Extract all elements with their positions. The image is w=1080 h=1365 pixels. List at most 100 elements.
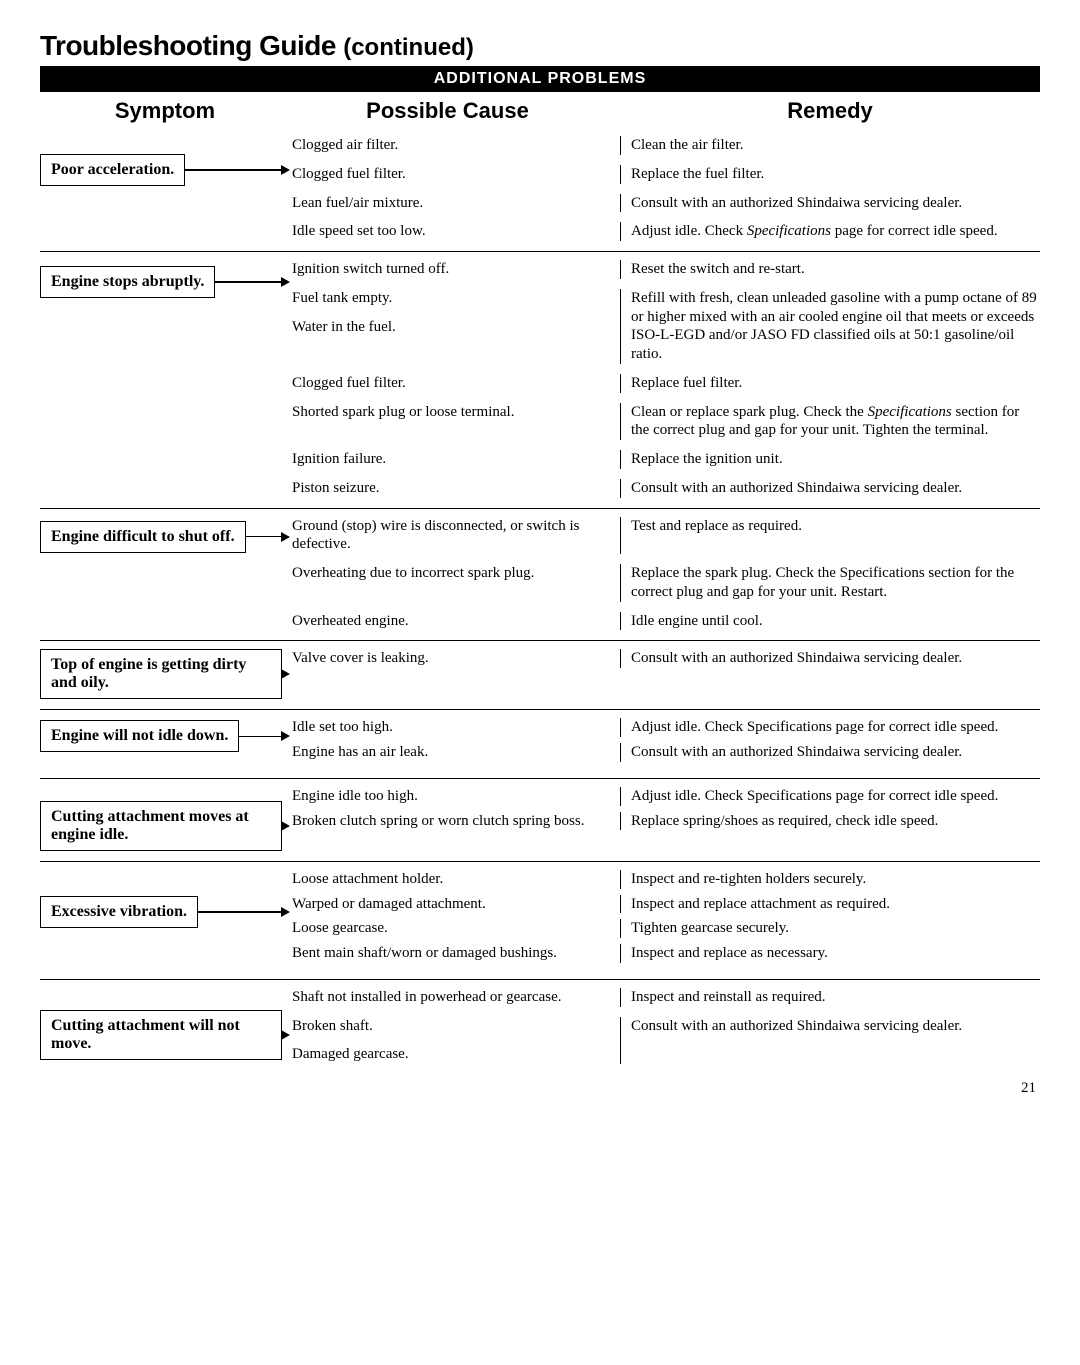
section-banner: ADDITIONAL PROBLEMS [40, 66, 1040, 92]
symptom-wrap: Engine stops abruptly. [40, 260, 290, 498]
table-header: Symptom Possible Cause Remedy [40, 98, 1040, 124]
remedy-cell: Inspect and reinstall as required. [620, 988, 1040, 1007]
cause-cell: Shorted spark plug or loose terminal. [290, 403, 620, 441]
remedy-cell: Idle engine until cool. [620, 612, 1040, 631]
remedy-cell: Consult with an authorized Shindaiwa ser… [620, 194, 1040, 213]
cause-cell: Lean fuel/air mixture. [290, 194, 620, 213]
symptom-wrap: Engine difficult to shut off. [40, 517, 290, 631]
remedy-cell: Tighten gearcase securely. [620, 919, 1040, 938]
cause-cell: Overheated engine. [290, 612, 620, 631]
remedy-cell: Replace the ignition unit. [620, 450, 1040, 469]
remedy-cell: Replace the spark plug. Check the Specif… [620, 564, 1040, 602]
remedy-cell: Inspect and re-tighten holders securely. [620, 870, 1040, 889]
page-title: Troubleshooting Guide (continued) [40, 30, 1040, 62]
symptom-wrap: Cutting attachment moves at engine idle. [40, 787, 290, 851]
section: Engine will not idle down. Idle set too h… [40, 710, 1040, 779]
pairs-column: Idle set too high.Adjust idle. Check Spe… [290, 718, 1040, 768]
arrow-connector [197, 907, 290, 917]
cause-remedy-row: Fuel tank empty.Water in the fuel.Refill… [290, 289, 1040, 364]
arrow-connector [281, 821, 290, 831]
pairs-column: Valve cover is leaking.Consult with an a… [290, 649, 1040, 699]
cause-remedy-row: Idle set too high.Adjust idle. Check Spe… [290, 718, 1040, 737]
remedy-cell: Replace the fuel filter. [620, 165, 1040, 184]
cause-cell: Loose attachment holder. [290, 870, 620, 889]
cause-remedy-row: Clogged fuel filter.Replace the fuel fil… [290, 165, 1040, 184]
remedy-cell: Clean or replace spark plug. Check the S… [620, 403, 1040, 441]
symptom-box: Top of engine is getting dirty and oily. [40, 649, 282, 699]
section: Poor acceleration. Clogged air filter.Cle… [40, 128, 1040, 252]
cause-remedy-row: Engine has an air leak.Consult with an a… [290, 743, 1040, 762]
cause-cell: Overheating due to incorrect spark plug. [290, 564, 620, 602]
header-symptom: Symptom [40, 98, 290, 124]
arrow-head-icon [281, 669, 290, 679]
pairs-column: Clogged air filter.Clean the air filter.… [290, 136, 1040, 241]
cause-cell: Ignition switch turned off. [290, 260, 620, 279]
cause-cell: Clogged air filter. [290, 136, 620, 155]
symptom-wrap: Top of engine is getting dirty and oily. [40, 649, 290, 699]
title-main: Troubleshooting Guide [40, 30, 336, 61]
pairs-column: Ignition switch turned off.Reset the swi… [290, 260, 1040, 498]
cause-remedy-row: Bent main shaft/worn or damaged bushings… [290, 944, 1040, 963]
pairs-column: Engine idle too high.Adjust idle. Check … [290, 787, 1040, 851]
remedy-cell: Refill with fresh, clean unleaded gasoli… [620, 289, 1040, 364]
pairs-column: Loose attachment holder.Inspect and re-t… [290, 870, 1040, 969]
arrow-connector [214, 277, 290, 287]
cause-remedy-row: Clogged fuel filter.Replace fuel filter. [290, 374, 1040, 393]
cause-remedy-row: Valve cover is leaking.Consult with an a… [290, 649, 1040, 668]
remedy-cell: Replace spring/shoes as required, check … [620, 812, 1040, 831]
section: Cutting attachment will not move. Shaft n… [40, 980, 1040, 1074]
symptom-box: Poor acceleration. [40, 154, 185, 186]
remedy-cell: Adjust idle. Check Specifications page f… [620, 787, 1040, 806]
cause-cell: Piston seizure. [290, 479, 620, 498]
cause-remedy-row: Broken clutch spring or worn clutch spri… [290, 812, 1040, 831]
remedy-cell: Clean the air filter. [620, 136, 1040, 155]
symptom-box: Engine will not idle down. [40, 720, 239, 752]
cause-remedy-row: Piston seizure.Consult with an authorize… [290, 479, 1040, 498]
cause-remedy-row: Loose gearcase.Tighten gearcase securely… [290, 919, 1040, 938]
title-continued: (continued) [343, 34, 474, 61]
symptom-box: Cutting attachment will not move. [40, 1010, 282, 1060]
arrow-connector [184, 165, 290, 175]
cause-cell: Broken clutch spring or worn clutch spri… [290, 812, 620, 831]
cause-remedy-row: Warped or damaged attachment.Inspect and… [290, 895, 1040, 914]
remedy-cell: Consult with an authorized Shindaiwa ser… [620, 1017, 1040, 1065]
cause-remedy-row: Idle speed set too low.Adjust idle. Chec… [290, 222, 1040, 241]
cause-cell: Clogged fuel filter. [290, 374, 620, 393]
symptom-box: Engine difficult to shut off. [40, 521, 246, 553]
remedy-cell: Reset the switch and re-start. [620, 260, 1040, 279]
cause-cell: Clogged fuel filter. [290, 165, 620, 184]
section: Engine difficult to shut off.Ground (sto… [40, 509, 1040, 642]
arrow-connector [281, 1030, 290, 1040]
cause-remedy-row: Shaft not installed in powerhead or gear… [290, 988, 1040, 1007]
remedy-cell: Adjust idle. Check Specifications page f… [620, 222, 1040, 241]
arrow-connector [281, 669, 290, 679]
arrow-connector [245, 532, 290, 542]
cause-cell: Ignition failure. [290, 450, 620, 469]
section: Engine stops abruptly.Ignition switch tu… [40, 252, 1040, 509]
cause-cell: Fuel tank empty.Water in the fuel. [290, 289, 620, 364]
remedy-cell: Inspect and replace attachment as requir… [620, 895, 1040, 914]
arrow-head-icon [281, 277, 290, 287]
header-remedy: Remedy [620, 98, 1040, 124]
cause-cell: Shaft not installed in powerhead or gear… [290, 988, 620, 1007]
sections-container: Poor acceleration.Clogged air filter.Cle… [40, 128, 1040, 1074]
cause-cell: Warped or damaged attachment. [290, 895, 620, 914]
cause-cell: Loose gearcase. [290, 919, 620, 938]
remedy-cell: Consult with an authorized Shindaiwa ser… [620, 479, 1040, 498]
cause-remedy-row: Engine idle too high.Adjust idle. Check … [290, 787, 1040, 806]
cause-cell: Engine has an air leak. [290, 743, 620, 762]
remedy-cell: Inspect and replace as necessary. [620, 944, 1040, 963]
pairs-column: Shaft not installed in powerhead or gear… [290, 988, 1040, 1064]
cause-cell: Valve cover is leaking. [290, 649, 620, 668]
page-number: 21 [40, 1080, 1040, 1097]
arrow-head-icon [281, 821, 290, 831]
arrow-head-icon [281, 165, 290, 175]
remedy-cell: Adjust idle. Check Specifications page f… [620, 718, 1040, 737]
cause-remedy-row: Lean fuel/air mixture.Consult with an au… [290, 194, 1040, 213]
remedy-cell: Consult with an authorized Shindaiwa ser… [620, 649, 1040, 668]
cause-cell: Bent main shaft/worn or damaged bushings… [290, 944, 620, 963]
symptom-box: Excessive vibration. [40, 896, 198, 928]
section: Excessive vibration. Loose attachment hol… [40, 862, 1040, 980]
symptom-box: Cutting attachment moves at engine idle. [40, 801, 282, 851]
cause-remedy-row: Shorted spark plug or loose terminal.Cle… [290, 403, 1040, 441]
